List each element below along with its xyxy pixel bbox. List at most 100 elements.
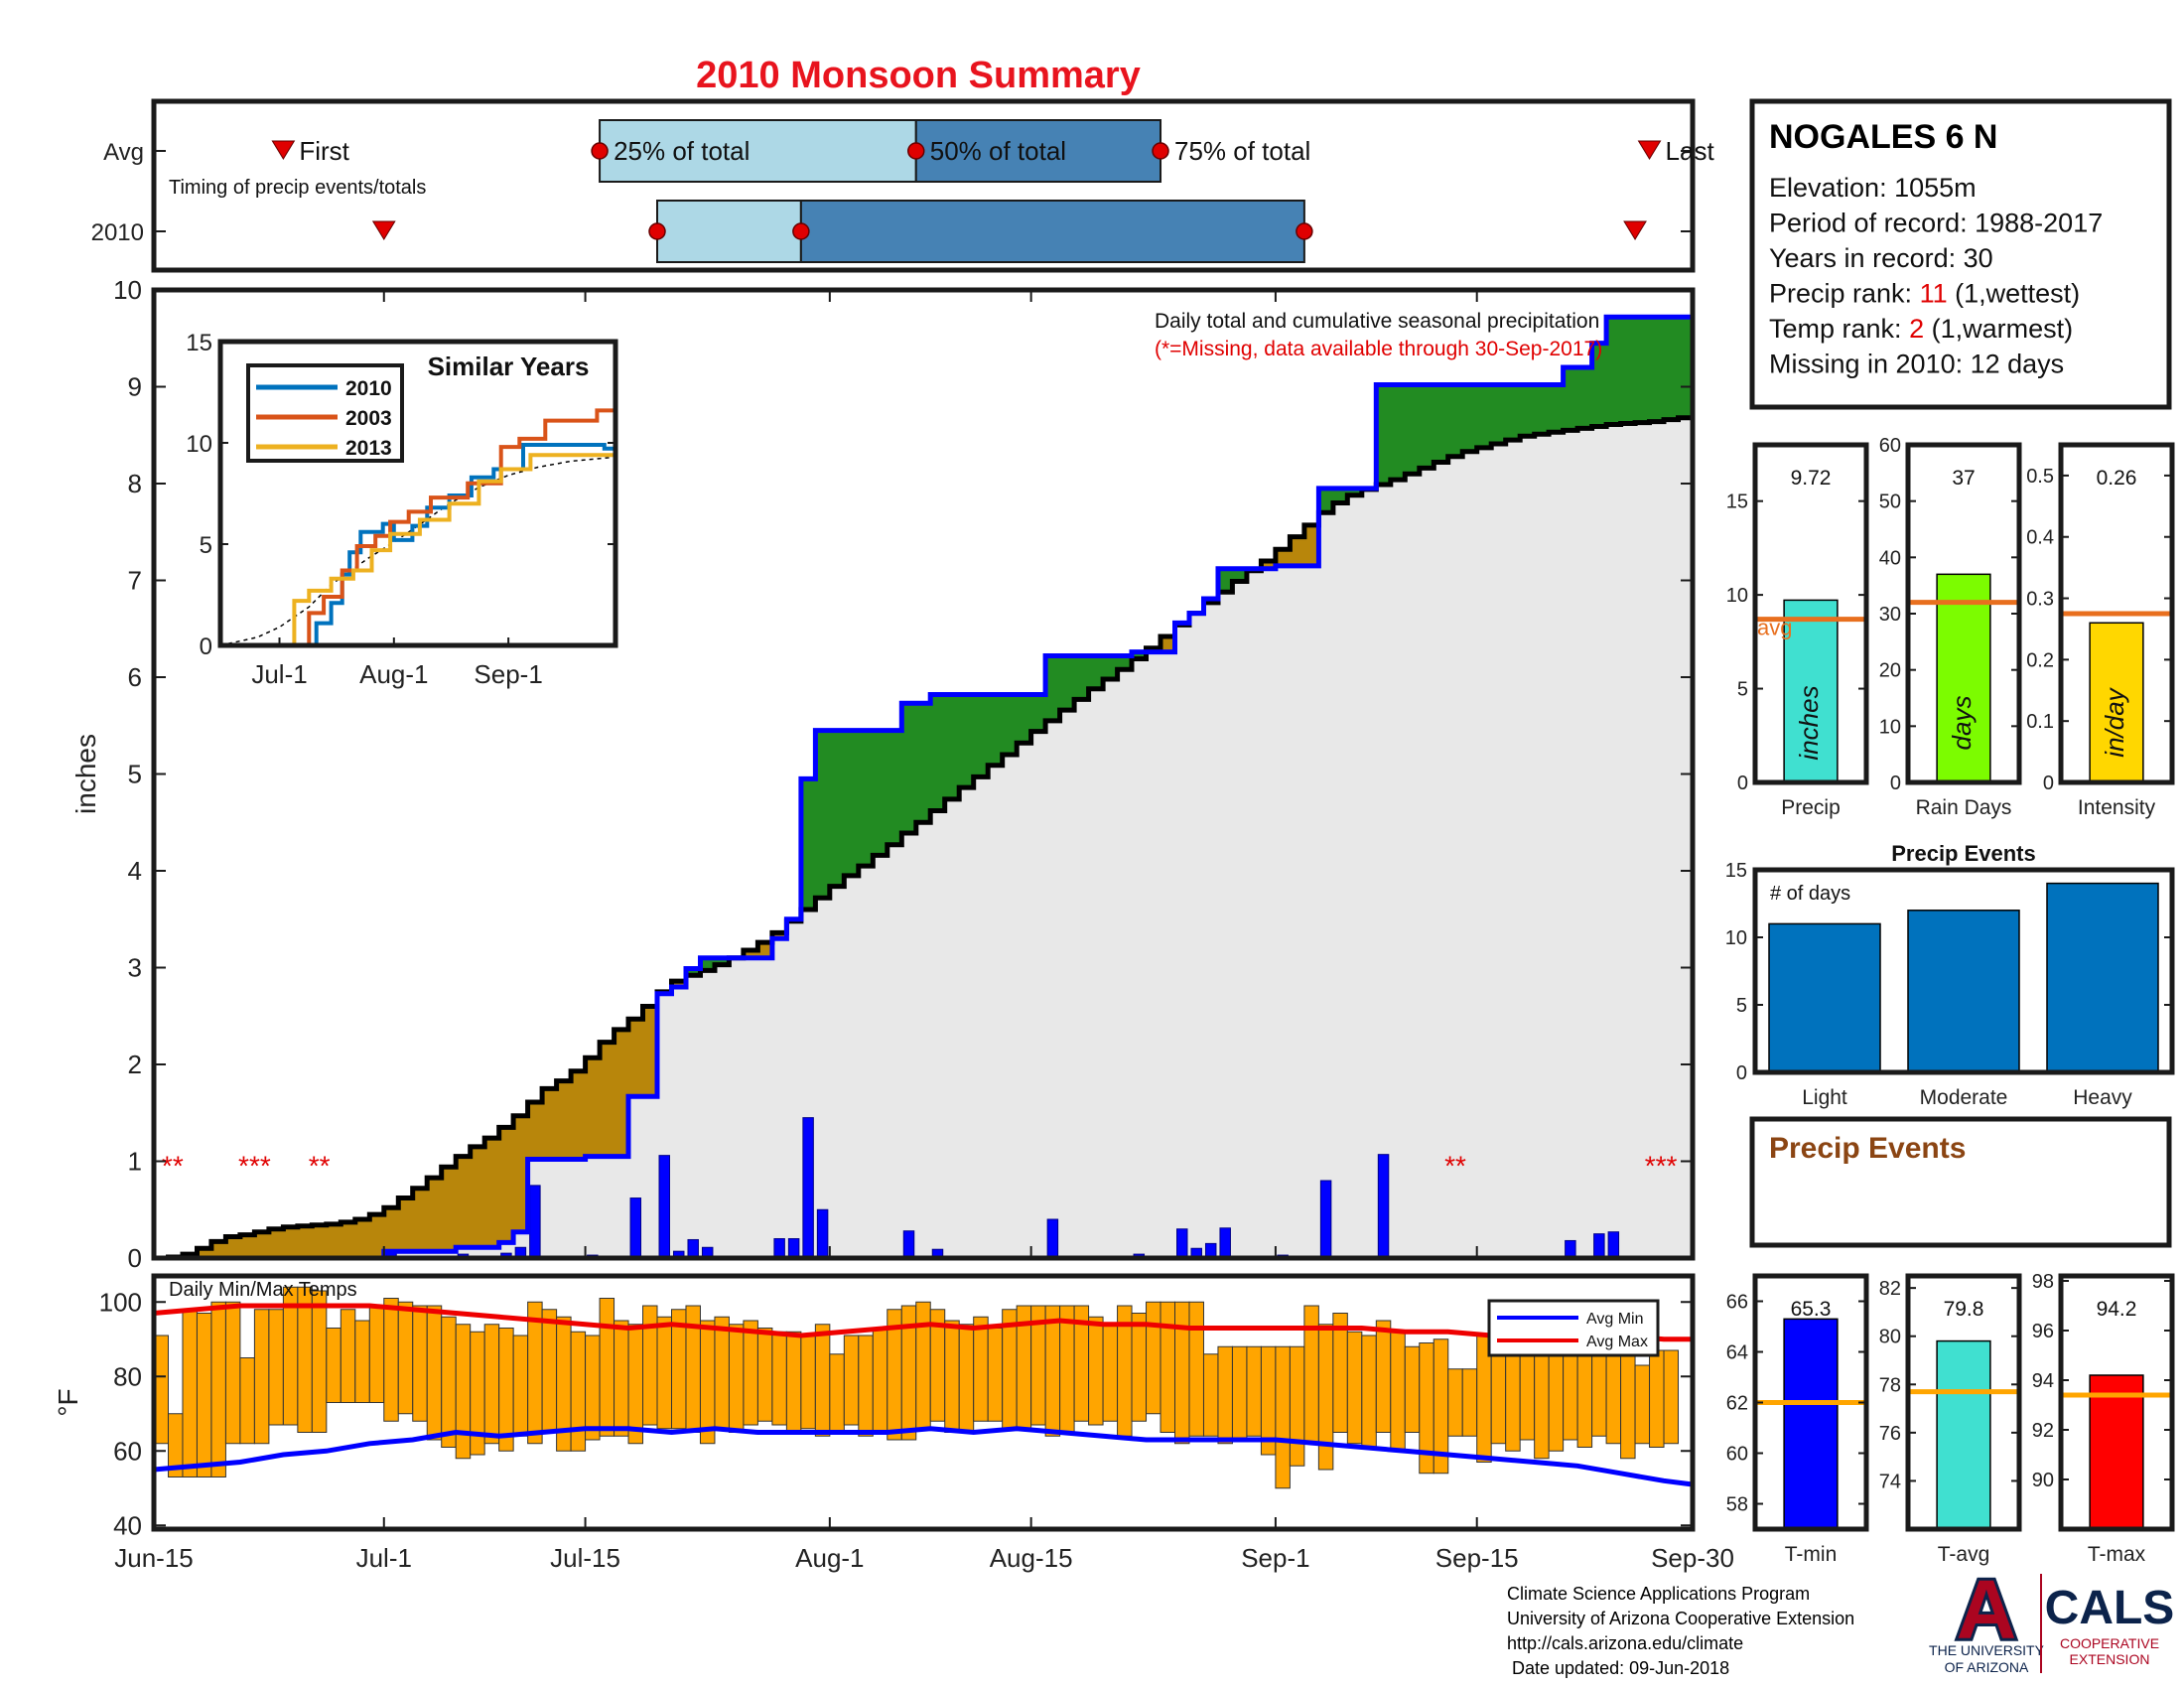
daily-temp-range-bar (182, 1309, 198, 1477)
inset-legend-label: 2013 (345, 437, 392, 460)
dry-spells-title: Precip Events (1769, 1132, 1966, 1165)
temp-legend-box (1487, 1299, 1660, 1357)
credit-line-2: University of Arizona Cooperative Extens… (1507, 1609, 1854, 1628)
summary-xlabel: T-min (1785, 1543, 1838, 1566)
daily-temp-range-bar (973, 1316, 989, 1422)
similar-years-inset: 0 5 10 15 Jul-1 Aug-1 Sep-1 Similar Years 2010 20… (186, 330, 618, 689)
precip-panel-subtitle: (*=Missing, data available through 30-Se… (1155, 338, 1602, 360)
daily-temp-range-bar (297, 1286, 313, 1433)
summary-bar-unit-label: days (1947, 696, 1977, 751)
temp-ytick-label: 100 (99, 1287, 142, 1317)
station-info-rest: (1,wettest) (1948, 279, 2081, 309)
precip-ytick-label: 5 (128, 760, 142, 789)
summary-frame (1752, 1273, 1869, 1532)
summary-ytick-label: 62 (1726, 1393, 1748, 1415)
events-ytick-label: 0 (1736, 1062, 1747, 1084)
timing-percentile-marker (591, 142, 609, 160)
summary-value-bar (2089, 622, 2144, 783)
daily-temp-range-bar (570, 1331, 587, 1452)
daily-temp-range-bar (756, 1328, 773, 1422)
missing-data-mark: ** (162, 1151, 184, 1182)
summary-ytick-label: 0.2 (2026, 649, 2054, 671)
summary-frame (2058, 1273, 2175, 1532)
timing-row-label: Avg (103, 139, 144, 166)
station-info-value: 30 (1964, 243, 1993, 273)
summary-ytick-label: 60 (1879, 435, 1901, 457)
events-ytick-label: 5 (1736, 995, 1747, 1017)
daily-temp-range-bar (1174, 1301, 1190, 1445)
station-info-label: Temp rank: (1769, 314, 1909, 344)
daily-temp-range-bar (1634, 1364, 1651, 1445)
timing-percentile-marker (648, 222, 666, 240)
daily-precip-bar (802, 1117, 814, 1259)
daily-temp-range-bar (1663, 1349, 1680, 1445)
summary-ytick-label: 66 (1726, 1292, 1748, 1314)
rain-days-summary-bar: days 37 0 10 20 30 40 50 60 Rain Days (1879, 435, 2022, 819)
daily-precip-bar (787, 1238, 800, 1259)
avg-min-line (153, 1426, 1694, 1487)
daily-temp-range-bar (326, 1328, 341, 1403)
inset-series-2013 (220, 453, 615, 647)
daily-precip-bar (902, 1230, 915, 1259)
daily-temp-range-bar (354, 1320, 370, 1403)
daily-temp-range-bar (771, 1331, 787, 1426)
daily-temp-range-bar (585, 1335, 601, 1441)
timing-box-25-50 (599, 119, 917, 183)
station-info-value: 1055m (1894, 173, 1977, 203)
daily-temp-range-bar (1375, 1320, 1392, 1433)
station-info-label: Period of record: (1769, 209, 1975, 238)
inset-title: Similar Years (428, 352, 590, 381)
daily-precip-bar (1593, 1233, 1605, 1259)
university-of-arizona-logo: A THE UNIVERSITY OF ARIZONA (1929, 1560, 2045, 1675)
missing-data-mark: *** (1645, 1151, 1678, 1182)
summary-ytick-label: 64 (1726, 1342, 1748, 1364)
daily-temp-range-bar (656, 1316, 672, 1430)
station-box-frame (1749, 98, 2172, 410)
timing-p25-label: 25% of total (614, 136, 750, 166)
daily-temp-range-bar (614, 1320, 629, 1437)
inset-ytick-label: 15 (186, 330, 212, 356)
daily-precip-bar (529, 1185, 541, 1259)
temp-xtick-label: Jun-15 (114, 1543, 194, 1573)
daily-temp-range-bar (1188, 1301, 1204, 1437)
summary-ytick-label: 90 (2032, 1470, 2054, 1491)
timing-percentile-marker (1296, 222, 1313, 240)
events-xlabel: Heavy (2073, 1086, 2132, 1109)
precip-frame (151, 287, 1696, 1261)
summary-value-text: 37 (1952, 467, 1975, 490)
precip-ytick-label: 3 (128, 953, 142, 983)
daily-temp-range-bar (1605, 1345, 1622, 1445)
summary-ytick-label: 78 (1879, 1374, 1901, 1396)
temp-xtick-label: Aug-15 (990, 1543, 1073, 1573)
events-bar-heavy (2046, 882, 2159, 1073)
avg-max-line (153, 1303, 1693, 1342)
inset-series-2003 (220, 408, 615, 647)
station-info-rest: (1,warmest) (1924, 314, 2073, 344)
temp-panel-title: Daily Min/Max Temps (169, 1279, 357, 1301)
summary-ytick-label: 76 (1879, 1423, 1901, 1445)
temp-ylabel: °F (53, 1388, 83, 1416)
daily-precip-bar (658, 1155, 670, 1259)
daily-temp-range-bar (253, 1309, 270, 1445)
temp-ytick-label: 80 (113, 1361, 142, 1391)
precip-ytick-label: 6 (128, 662, 142, 692)
daily-temp-range-bar (1202, 1353, 1219, 1437)
summary-ytick-label: 30 (1879, 604, 1901, 626)
summary-ytick-label: 0.1 (2026, 711, 2054, 733)
daily-temp-range-bar (498, 1328, 514, 1452)
summary-ytick-label: 74 (1879, 1471, 1901, 1492)
daily-precip-bar (1607, 1231, 1620, 1259)
inset-series-2010 (220, 443, 615, 647)
daily-temp-range-bar (1361, 1335, 1377, 1448)
precip-ytick-label: 4 (128, 856, 142, 886)
daily-temp-range-bar (1088, 1316, 1104, 1426)
summary-value-text: 79.8 (1944, 1298, 1984, 1321)
summary-value-bar (2089, 1374, 2144, 1530)
daily-temp-range-bar (1289, 1345, 1305, 1467)
cals-logo-sub-1: COOPERATIVE (2060, 1635, 2159, 1651)
summary-ytick-label: 82 (1879, 1278, 1901, 1300)
cals-logo: CALS COOPERATIVE EXTENSION (2045, 1582, 2175, 1667)
daily-precip-bar (629, 1197, 642, 1259)
daily-temp-range-bar (1146, 1301, 1161, 1415)
summary-value-bar (1936, 573, 1991, 783)
